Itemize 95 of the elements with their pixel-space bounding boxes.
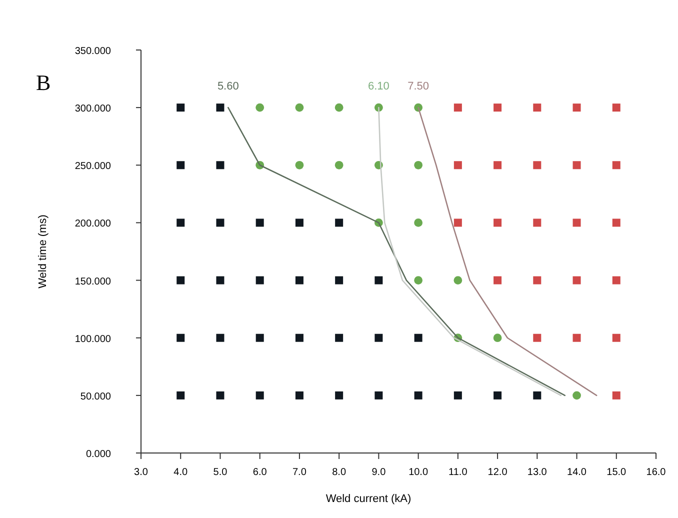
point <box>256 218 264 227</box>
point <box>494 391 502 400</box>
point <box>572 391 581 400</box>
point <box>612 161 620 170</box>
y-tick-label: 350.000 <box>74 46 112 57</box>
point <box>572 334 581 342</box>
y-tick-label: 250.000 <box>74 161 112 172</box>
x-axis-title: Weld current (kA) <box>326 493 412 505</box>
y-tick-label: 0.000 <box>86 449 112 460</box>
point <box>572 276 581 284</box>
point <box>572 218 581 227</box>
point <box>454 391 462 400</box>
point <box>612 276 620 284</box>
point <box>176 391 185 400</box>
point <box>216 218 224 227</box>
point <box>176 334 185 342</box>
point <box>414 218 423 227</box>
y-tick-label: 50.000 <box>80 391 112 402</box>
point <box>494 218 502 227</box>
point <box>176 276 185 284</box>
point <box>374 391 383 400</box>
point <box>295 160 304 170</box>
y-axis-title: Weld time (ms) <box>37 214 49 288</box>
x-tick-label: 8.0 <box>332 467 346 478</box>
point <box>454 276 462 284</box>
x-tick-label: 14.0 <box>567 467 587 478</box>
point <box>295 276 304 284</box>
point <box>295 334 304 342</box>
point <box>612 104 620 112</box>
point <box>334 160 344 170</box>
y-tick-label: 150.000 <box>74 276 112 288</box>
x-tick-label: 3.0 <box>134 467 148 478</box>
point <box>256 391 264 400</box>
point <box>176 218 185 227</box>
point <box>216 334 224 342</box>
point <box>533 218 542 227</box>
point <box>494 276 502 284</box>
point <box>216 276 224 284</box>
point <box>216 391 224 400</box>
point <box>572 161 581 170</box>
point <box>335 391 344 400</box>
point <box>334 103 344 112</box>
point <box>612 218 620 227</box>
y-tick-label: 200.000 <box>74 218 112 230</box>
point <box>256 334 264 342</box>
point <box>612 334 620 342</box>
x-tick-label: 11.0 <box>448 467 468 478</box>
point <box>335 276 344 284</box>
point <box>335 334 344 342</box>
point <box>414 334 422 342</box>
point <box>533 104 542 112</box>
point <box>533 391 542 400</box>
point <box>533 276 542 284</box>
point <box>414 391 422 400</box>
point <box>493 334 502 342</box>
point <box>494 104 502 112</box>
x-tick-label: 10.0 <box>408 467 428 478</box>
point <box>572 104 581 112</box>
point <box>256 276 264 284</box>
y-tick-label: 100.000 <box>74 334 112 345</box>
series-label: 5.60 <box>217 80 239 93</box>
point <box>454 104 462 112</box>
x-tick-label: 9.0 <box>372 467 386 478</box>
point <box>374 334 383 342</box>
point <box>216 161 224 170</box>
point <box>216 104 224 112</box>
point <box>454 218 462 227</box>
x-tick-label: 6.0 <box>252 467 268 478</box>
series-label: 6.10 <box>368 80 390 93</box>
point <box>295 391 304 400</box>
x-tick-label: 13.0 <box>527 467 548 478</box>
point <box>176 161 185 170</box>
series-label: 7.50 <box>408 80 430 93</box>
x-tick-label: 15.0 <box>606 467 627 478</box>
y-tick-label: 300.000 <box>74 104 112 115</box>
point <box>533 334 542 342</box>
point <box>454 161 462 170</box>
line-series <box>228 106 566 396</box>
point <box>176 104 185 112</box>
point <box>612 391 620 400</box>
x-tick-label: 12.0 <box>488 467 508 478</box>
point <box>533 161 542 170</box>
point <box>414 160 423 170</box>
x-tick-label: 5.0 <box>213 467 228 478</box>
x-tick-label: 4.0 <box>174 467 188 478</box>
point <box>414 276 423 284</box>
x-tick-label: 16.0 <box>646 467 666 478</box>
text: B <box>36 70 51 95</box>
point <box>494 161 502 170</box>
point <box>295 218 304 227</box>
point <box>256 103 264 112</box>
point <box>335 218 344 227</box>
point <box>374 276 383 284</box>
x-tick-label: 7.0 <box>292 467 307 478</box>
point <box>295 103 304 112</box>
